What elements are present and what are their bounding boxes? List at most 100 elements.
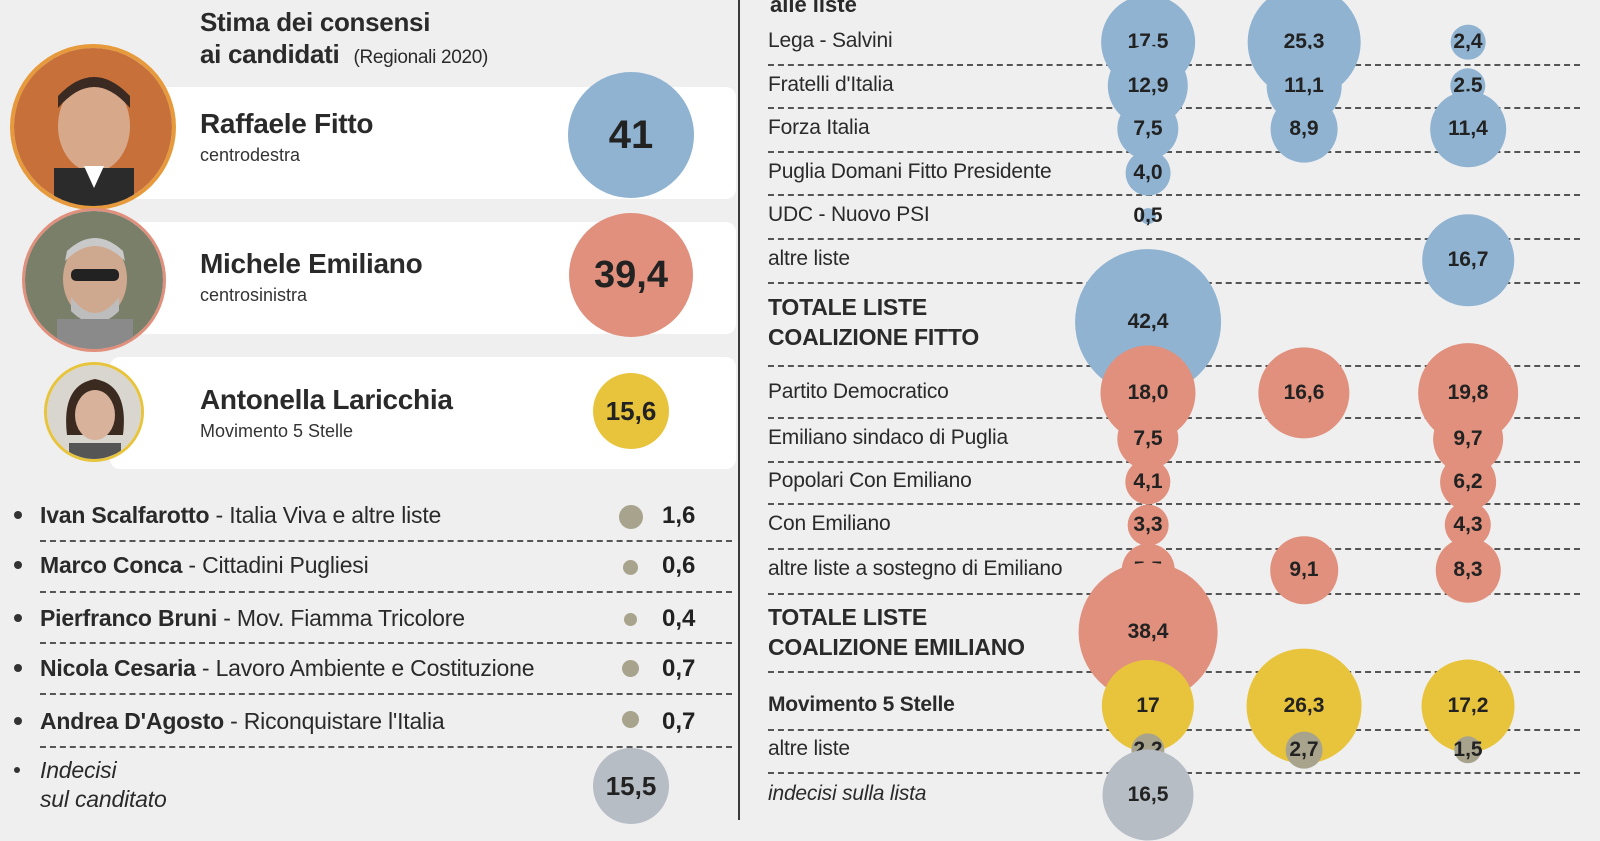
list-value: 7,5 bbox=[1133, 427, 1163, 450]
undecided-row: Indecisi sul canditato bbox=[0, 756, 735, 826]
minor-value: 0,7 bbox=[662, 708, 696, 735]
list-bubble bbox=[1117, 98, 1179, 160]
list-bubble bbox=[1422, 214, 1514, 306]
list-label: indecisi sulla lista bbox=[768, 782, 927, 805]
minor-candidate-name: Nicola Cesaria bbox=[40, 655, 196, 681]
candidates-panel: Stima dei consensi ai candidati (Regional… bbox=[0, 0, 740, 840]
row-divider bbox=[40, 540, 732, 542]
list-value: 16,6 bbox=[1283, 381, 1325, 404]
list-value: 0,5 bbox=[1133, 204, 1163, 227]
list-value: 1,5 bbox=[1453, 738, 1483, 761]
list-value: 16,7 bbox=[1447, 248, 1489, 271]
list-label: TOTALE LISTE COALIZIONE EMILIANO bbox=[768, 604, 1025, 660]
list-value: 6,2 bbox=[1453, 470, 1483, 493]
list-bubble bbox=[1258, 347, 1350, 439]
list-label: altre liste bbox=[768, 247, 850, 270]
list-value: 26,3 bbox=[1283, 694, 1325, 717]
minor-bubble bbox=[622, 711, 639, 728]
list-value: 7,5 bbox=[1133, 117, 1163, 140]
undecided-line-1: Indecisi bbox=[40, 757, 117, 783]
minor-bubble bbox=[624, 613, 637, 626]
minor-value: 0,6 bbox=[662, 552, 696, 579]
list-bubble bbox=[1127, 504, 1169, 546]
minor-candidate-row: Ivan Scalfarotto - Italia Viva e altre l… bbox=[0, 492, 735, 542]
list-value: 16,5 bbox=[1127, 783, 1169, 806]
minor-candidate-row: Pierfranco Bruni - Mov. Fiamma Tricolore… bbox=[0, 595, 735, 645]
list-value: 38,4 bbox=[1127, 620, 1169, 643]
avatar-laricchia bbox=[44, 362, 144, 462]
list-bubble bbox=[1140, 208, 1156, 224]
title-line-1: Stima dei consensi bbox=[200, 7, 431, 37]
list-value: 4,3 bbox=[1453, 513, 1483, 536]
minor-bubble bbox=[623, 560, 638, 575]
candidate-name: Raffaele Fitto bbox=[200, 108, 374, 139]
candidate-party: centrosinistra bbox=[200, 285, 308, 305]
list-bubble bbox=[1125, 459, 1171, 505]
lists-panel: alle liste Lega - Salvini 17,5 25,3 2,4 Frat… bbox=[750, 0, 1600, 841]
minor-candidate-name: Ivan Scalfarotto bbox=[40, 502, 210, 528]
avatar-fitto bbox=[10, 44, 176, 210]
list-bubble bbox=[1102, 749, 1194, 841]
minor-candidate-name: Pierfranco Bruni bbox=[40, 605, 218, 631]
minor-candidate-row: Nicola Cesaria - Lavoro Ambiente e Costi… bbox=[0, 645, 735, 695]
minor-value: 0,7 bbox=[662, 655, 696, 682]
row-divider bbox=[40, 591, 732, 593]
list-value: 19,8 bbox=[1447, 381, 1489, 404]
list-label: altre liste a sostegno di Emiliano bbox=[768, 557, 1063, 580]
lists-header: alle liste bbox=[770, 0, 857, 17]
minor-bubble bbox=[619, 505, 643, 529]
list-label: altre liste bbox=[768, 737, 850, 760]
list-bubble bbox=[1125, 150, 1171, 196]
candidate-party: Movimento 5 Stelle bbox=[200, 421, 354, 441]
list-bubble bbox=[1435, 537, 1501, 603]
list-bubble bbox=[1454, 736, 1482, 764]
minor-candidate-name: Andrea D'Agosto bbox=[40, 708, 224, 734]
row-divider bbox=[768, 151, 1580, 153]
row-divider bbox=[768, 461, 1580, 463]
minor-candidate-list: - Italia Viva e altre liste bbox=[209, 502, 442, 528]
list-value: 17,2 bbox=[1447, 694, 1489, 717]
minor-candidate-row: Marco Conca - Cittadini Pugliesi 0,6 bbox=[0, 542, 735, 592]
row-divider bbox=[768, 503, 1580, 505]
list-label: Lega - Salvini bbox=[768, 29, 893, 52]
list-label: Forza Italia bbox=[768, 116, 870, 139]
row-divider bbox=[768, 238, 1580, 240]
undecided-bubble: 15,5 bbox=[593, 748, 669, 824]
row-divider bbox=[40, 693, 732, 695]
minor-candidate-name: Marco Conca bbox=[40, 552, 183, 578]
row-divider bbox=[40, 746, 732, 748]
minor-candidate-row: Andrea D'Agosto - Riconquistare l'Italia… bbox=[0, 698, 735, 748]
minor-candidate-list: - Riconquistare l'Italia bbox=[223, 708, 445, 734]
list-bubble bbox=[1450, 24, 1486, 60]
list-value: 11,1 bbox=[1284, 74, 1324, 97]
minor-candidate-list: - Mov. Fiamma Tricolore bbox=[217, 605, 465, 631]
list-value: 9,7 bbox=[1453, 427, 1483, 450]
candidate-name: Michele Emiliano bbox=[200, 248, 423, 279]
bullet-icon bbox=[14, 717, 22, 725]
list-value: 9,1 bbox=[1289, 558, 1319, 581]
minor-value: 1,6 bbox=[662, 502, 696, 529]
list-value: 4,1 bbox=[1133, 470, 1163, 493]
minor-bubble bbox=[622, 660, 639, 677]
bullet-icon bbox=[14, 664, 22, 672]
list-label: Emiliano sindaco di Puglia bbox=[768, 426, 1008, 449]
list-bubble bbox=[1430, 91, 1506, 167]
title-line-2: ai candidati bbox=[200, 39, 340, 69]
list-label: Fratelli d'Italia bbox=[768, 73, 894, 96]
list-value: 18,0 bbox=[1127, 381, 1169, 404]
bullet-icon bbox=[14, 614, 22, 622]
list-value: 2,7 bbox=[1289, 738, 1319, 761]
bullet-icon bbox=[14, 511, 22, 519]
panel-divider bbox=[738, 0, 740, 820]
list-label: Puglia Domani Fitto Presidente bbox=[768, 160, 1052, 183]
list-label: TOTALE LISTE COALIZIONE FITTO bbox=[768, 294, 980, 350]
list-value: 4,0 bbox=[1133, 161, 1163, 184]
list-label: Con Emiliano bbox=[768, 512, 891, 535]
list-value: 2,4 bbox=[1453, 30, 1483, 53]
list-value: 8,9 bbox=[1289, 117, 1319, 140]
list-bubble bbox=[1440, 454, 1496, 510]
candidate-bubble-laricchia: 15,6 bbox=[593, 373, 669, 449]
list-value: 25,3 bbox=[1283, 30, 1325, 53]
undecided-line-2: sul canditato bbox=[40, 786, 167, 812]
candidate-bubble-emiliano: 39,4 bbox=[569, 213, 693, 337]
